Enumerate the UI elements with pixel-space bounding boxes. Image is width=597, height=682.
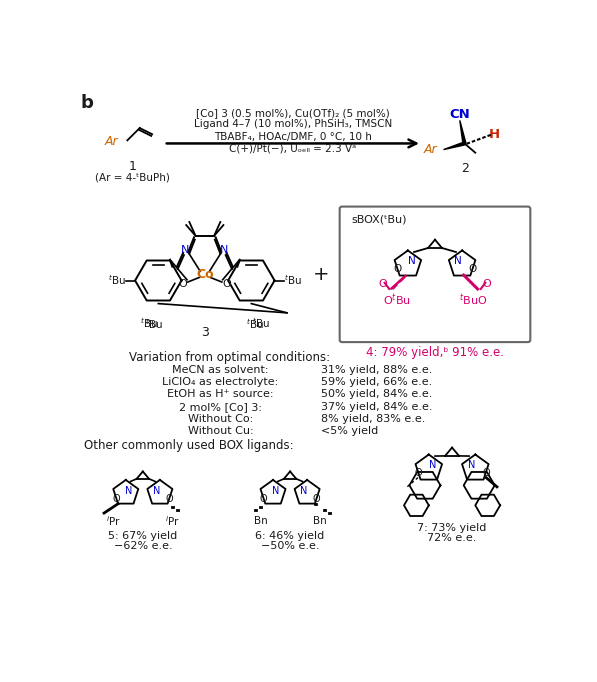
Text: O: O [165, 494, 173, 504]
Text: $^t$Bu: $^t$Bu [246, 317, 264, 331]
Text: O: O [260, 494, 267, 504]
Text: N: N [181, 245, 190, 254]
Text: Ligand 4–7 (10 mol%), PhSiH₃, TMSCN: Ligand 4–7 (10 mol%), PhSiH₃, TMSCN [193, 119, 392, 129]
Text: O: O [179, 278, 187, 288]
Text: Ar: Ar [104, 136, 118, 149]
Text: Bn: Bn [313, 516, 327, 526]
Text: H: H [488, 128, 500, 140]
Polygon shape [444, 142, 464, 149]
Text: Other commonly used BOX ligands:: Other commonly used BOX ligands: [84, 439, 294, 451]
Text: O: O [482, 280, 491, 289]
Text: −62% e.e.: −62% e.e. [113, 541, 172, 551]
Text: b: b [81, 94, 94, 112]
Text: N: N [153, 486, 161, 496]
Text: $^t$Bu: $^t$Bu [108, 273, 126, 287]
Text: $^t$Bu: $^t$Bu [146, 317, 164, 331]
Text: N: N [467, 460, 475, 471]
Text: TBABF₄, HOAc/DMF, 0 °C, 10 h: TBABF₄, HOAc/DMF, 0 °C, 10 h [214, 132, 372, 143]
Text: Co: Co [196, 268, 214, 281]
Polygon shape [460, 120, 466, 143]
Text: $^t$BuO: $^t$BuO [459, 292, 487, 308]
Text: +: + [313, 265, 330, 284]
Text: C(+)/Pt(−), Uₒₑₗₗ = 2.3 Vᵃ: C(+)/Pt(−), Uₒₑₗₗ = 2.3 Vᵃ [229, 144, 356, 154]
Text: 72% e.e.: 72% e.e. [427, 533, 477, 544]
Text: Variation from optimal conditions:: Variation from optimal conditions: [129, 351, 330, 364]
Text: 31% yield, 88% e.e.: 31% yield, 88% e.e. [321, 365, 432, 375]
Text: [Co] 3 (0.5 mol%), Cu(OTf)₂ (5 mol%): [Co] 3 (0.5 mol%), Cu(OTf)₂ (5 mol%) [196, 108, 390, 117]
Text: N: N [272, 486, 280, 496]
Text: 7: 73% yield: 7: 73% yield [417, 524, 487, 533]
Text: 2: 2 [461, 162, 469, 175]
Text: O: O [482, 468, 490, 478]
Text: (Ar = 4-ᵗBuPh): (Ar = 4-ᵗBuPh) [96, 173, 170, 182]
Text: $^i$Pr: $^i$Pr [165, 514, 180, 528]
Text: $^t$Bu: $^t$Bu [140, 316, 158, 329]
Text: O: O [469, 264, 477, 274]
Text: EtOH as H⁺ source:: EtOH as H⁺ source: [167, 389, 273, 400]
Text: 37% yield, 84% e.e.: 37% yield, 84% e.e. [321, 402, 433, 412]
Text: 3: 3 [201, 325, 209, 338]
Text: 50% yield, 84% e.e.: 50% yield, 84% e.e. [321, 389, 432, 400]
Text: N: N [125, 486, 133, 496]
Text: O$^t$Bu: O$^t$Bu [383, 292, 411, 308]
Text: $^t$Bu: $^t$Bu [284, 273, 302, 287]
Text: CN: CN [450, 108, 470, 121]
Text: 5: 67% yield: 5: 67% yield [108, 531, 177, 541]
Text: N: N [300, 486, 307, 496]
Text: sBOX(ᵗBu): sBOX(ᵗBu) [351, 215, 407, 224]
Text: N: N [408, 256, 416, 266]
Text: O: O [378, 280, 387, 289]
Text: $^i$Pr: $^i$Pr [106, 514, 121, 528]
FancyBboxPatch shape [340, 207, 530, 342]
Text: 1: 1 [129, 160, 137, 173]
Text: 8% yield, 83% e.e.: 8% yield, 83% e.e. [321, 414, 426, 424]
Text: O: O [222, 278, 231, 288]
Text: Ar: Ar [424, 143, 438, 156]
Text: O: O [393, 264, 401, 274]
Text: Without Co:: Without Co: [187, 414, 253, 424]
Text: MeCN as solvent:: MeCN as solvent: [172, 365, 269, 375]
Text: LiClO₄ as electrolyte:: LiClO₄ as electrolyte: [162, 377, 278, 387]
Text: O: O [414, 468, 421, 478]
Text: −50% e.e.: −50% e.e. [261, 541, 319, 551]
Text: O: O [313, 494, 320, 504]
Text: 4: 79% yield,ᵇ 91% e.e.: 4: 79% yield,ᵇ 91% e.e. [366, 346, 504, 359]
Text: $^t$Bu: $^t$Bu [251, 316, 270, 329]
Text: Without Cu:: Without Cu: [187, 426, 253, 436]
Text: N: N [454, 256, 462, 266]
Text: 6: 46% yield: 6: 46% yield [256, 531, 325, 541]
Text: Bn: Bn [254, 516, 267, 526]
Text: O: O [113, 494, 120, 504]
Text: 2 mol% [Co] 3:: 2 mol% [Co] 3: [179, 402, 262, 412]
Text: <5% yield: <5% yield [321, 426, 378, 436]
Text: N: N [429, 460, 436, 471]
Text: N: N [220, 245, 229, 254]
Text: 59% yield, 66% e.e.: 59% yield, 66% e.e. [321, 377, 432, 387]
